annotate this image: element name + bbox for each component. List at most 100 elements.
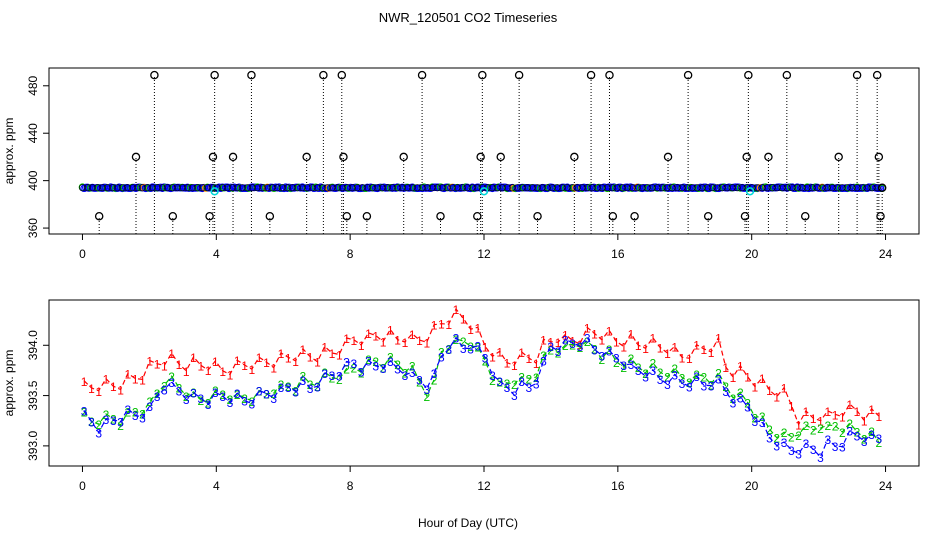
- top-outlier-point: [663, 152, 673, 162]
- top-baseline-outline: [368, 184, 376, 192]
- series-1-marker: 1: [533, 357, 540, 371]
- top-baseline-outline: [598, 184, 606, 192]
- series-3-marker: 3: [686, 381, 693, 395]
- top-baseline-outline: [783, 184, 791, 192]
- series-3-marker: 3: [533, 378, 540, 392]
- series-2-marker: 2: [701, 370, 708, 384]
- top-baseline-outline: [153, 184, 161, 192]
- top-baseline-outline: [123, 184, 131, 192]
- series-1-line: [83, 307, 880, 426]
- series-2-marker: 2: [562, 339, 569, 353]
- series-1-marker: 1: [394, 334, 401, 348]
- series-1-marker: 1: [176, 358, 183, 372]
- series-1-marker: 1: [489, 350, 496, 364]
- series-2-marker: 2: [832, 420, 839, 434]
- series-3-marker: 3: [854, 430, 861, 444]
- series-3-marker: 3: [475, 340, 482, 354]
- top-baseline-outline: [358, 184, 366, 192]
- top-baseline-outline: [228, 184, 236, 192]
- top-baseline-outline: [248, 184, 256, 192]
- top-baseline-outline: [728, 184, 736, 192]
- top-baseline-outline: [433, 184, 441, 192]
- series-1-marker: 1: [642, 342, 649, 356]
- top-baseline-outline: [138, 184, 146, 192]
- top-baseline-outline: [773, 184, 781, 192]
- top-baseline-outline: [98, 184, 106, 192]
- series-2-marker: 2: [336, 373, 343, 387]
- series-2-marker: 2: [270, 387, 277, 401]
- top-baseline-outline: [398, 184, 406, 192]
- top-baseline-outline: [218, 184, 226, 192]
- top-baseline-outline: [413, 184, 421, 192]
- top-baseline-outline: [868, 184, 876, 192]
- series-1-marker: 1: [759, 372, 766, 386]
- series-1-marker: 1: [372, 330, 379, 344]
- series-2-marker: 2: [197, 394, 204, 408]
- series-1-marker: 1: [270, 362, 277, 376]
- series-2-marker: 2: [817, 422, 824, 436]
- top-baseline-outline: [378, 184, 386, 192]
- series-2-marker: 2: [876, 436, 883, 450]
- top-outlier-point: [131, 152, 141, 162]
- series-3-marker: 3: [453, 332, 460, 346]
- top-baseline-outline: [788, 184, 796, 192]
- series-2-marker: 2: [168, 370, 175, 384]
- bottom-ytick-label: 394.0: [26, 330, 40, 360]
- series-2-marker: 2: [504, 377, 511, 391]
- series-1-marker: 1: [110, 380, 117, 394]
- series-2-marker: 2: [394, 358, 401, 372]
- series-2-marker: 2: [759, 410, 766, 424]
- top-baseline-outline: [833, 184, 841, 192]
- series-3-marker: 3: [810, 443, 817, 457]
- series-3-marker: 3: [679, 377, 686, 391]
- series-3-marker: 3: [722, 385, 729, 399]
- top-baseline-outline: [178, 184, 186, 192]
- series-2-marker: 2: [591, 342, 598, 356]
- series-2-marker: 2: [577, 341, 584, 355]
- top-outlier-point: [740, 211, 750, 221]
- bottom-xtick-label: 16: [611, 479, 625, 493]
- top-cyan-point: [745, 187, 755, 196]
- series-1-marker: 1: [635, 339, 642, 353]
- top-baseline-outline: [203, 184, 211, 192]
- top-outlier-point: [168, 211, 178, 221]
- series-2-marker: 2: [307, 378, 314, 392]
- series-3-marker: 3: [620, 359, 627, 373]
- top-baseline-outline: [838, 184, 846, 192]
- series-2-marker: 2: [146, 395, 153, 409]
- series-2-marker: 2: [467, 340, 474, 354]
- series-1-marker: 1: [781, 382, 788, 396]
- series-2-marker: 2: [649, 357, 656, 371]
- series-2-marker: 2: [628, 352, 635, 366]
- top-baseline-outline: [603, 184, 611, 192]
- top-baseline-outline: [268, 184, 276, 192]
- series-2-marker: 2: [117, 419, 124, 433]
- top-baseline-outline: [628, 184, 636, 192]
- top-baseline-outline: [648, 184, 656, 192]
- top-baseline-outline: [593, 184, 601, 192]
- series-1-marker: 1: [817, 415, 824, 429]
- series-2-marker: 2: [241, 392, 248, 406]
- top-baseline-outline: [543, 184, 551, 192]
- series-2-marker: 2: [300, 369, 307, 383]
- series-3-marker: 3: [212, 386, 219, 400]
- bottom-ytick-label: 393.0: [26, 431, 40, 461]
- series-3-marker: 3: [241, 394, 248, 408]
- series-2-line: [83, 338, 880, 443]
- series-1-marker: 1: [329, 347, 336, 361]
- series-3-marker: 3: [88, 415, 95, 429]
- top-baseline-outline: [793, 184, 801, 192]
- chart-title: NWR_120501 CO2 Timeseries: [379, 10, 558, 25]
- top-baseline-outline: [688, 184, 696, 192]
- top-baseline-outline: [618, 184, 626, 192]
- series-1-marker: 1: [416, 334, 423, 348]
- top-outlier-point: [742, 152, 751, 162]
- series-1-marker: 1: [839, 411, 846, 425]
- top-outlier-point: [630, 211, 639, 221]
- top-outlier-point: [339, 152, 348, 162]
- top-baseline-outline: [613, 184, 621, 192]
- series-3-marker: 3: [467, 343, 474, 357]
- series-2-marker: 2: [839, 426, 846, 440]
- top-baseline-outline: [658, 184, 666, 192]
- bottom-xtick-label: 20: [745, 479, 759, 493]
